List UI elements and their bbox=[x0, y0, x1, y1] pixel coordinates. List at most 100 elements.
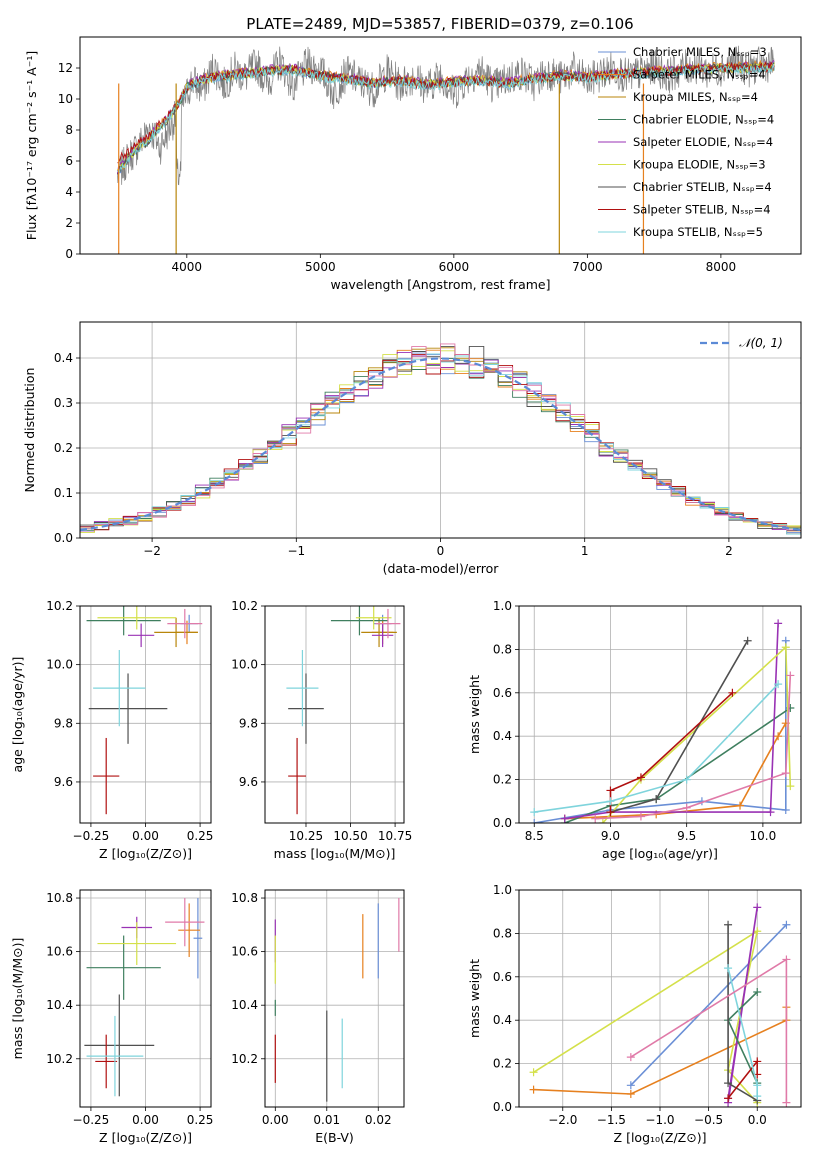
y-tick-label: 10.4 bbox=[46, 998, 73, 1012]
mass-weight-vs-metallicity-panel: −2.0 −1.5 −1.0 −0.5 0.0 0.0 0.2 0.4 0.6 0.8 1.0 Z [… bbox=[467, 883, 802, 1145]
y-tick-label: 10.8 bbox=[231, 891, 258, 905]
x-tick-label: 10.50 bbox=[333, 829, 367, 843]
x-axis-label: (data-model)/error bbox=[383, 561, 500, 576]
plot-area bbox=[80, 343, 801, 535]
x-tick-label: 2 bbox=[725, 544, 733, 558]
residual-histogram bbox=[80, 343, 801, 531]
mass-weight-marker bbox=[753, 903, 762, 912]
y-tick-label: 0.4 bbox=[54, 351, 73, 365]
x-tick-label: 0 bbox=[437, 544, 445, 558]
x-tick-label: −0.5 bbox=[694, 1113, 723, 1127]
mass-weight-marker bbox=[652, 795, 661, 804]
y-tick-label: 0.6 bbox=[493, 970, 512, 984]
legend-label: Chabrier STELIB, Nₛₛₚ=4 bbox=[633, 180, 772, 194]
mass-weight-marker bbox=[626, 1053, 635, 1062]
plot-frame bbox=[79, 36, 802, 255]
y-tick-label: 9.6 bbox=[239, 775, 258, 789]
y-tick-label: 0.2 bbox=[493, 773, 512, 787]
mass-weight-marker bbox=[530, 808, 539, 817]
mass-weight-marker bbox=[753, 1081, 762, 1090]
mass-weight-marker bbox=[774, 732, 783, 741]
mass-weight-line bbox=[610, 640, 749, 813]
y-tick-label: 4 bbox=[65, 185, 73, 199]
y-axis-label: mass weight bbox=[467, 675, 482, 754]
legend-label: 𝒩(0, 1) bbox=[739, 336, 783, 350]
y-tick-label: 10.0 bbox=[46, 658, 73, 672]
x-tick-label: 1 bbox=[581, 544, 589, 558]
x-tick-label: 7000 bbox=[572, 260, 603, 274]
x-tick-label: 6000 bbox=[439, 260, 470, 274]
spectrum-panel: 4000 5000 6000 7000 8000 0 2 4 6 8 10 12 wavelength … bbox=[24, 36, 802, 292]
plot-frame bbox=[264, 889, 405, 1108]
y-tick-label: 0.4 bbox=[493, 1013, 512, 1027]
y-tick-label: 8 bbox=[65, 123, 73, 137]
mass-weight-marker bbox=[782, 1098, 791, 1107]
mass-weight-line bbox=[630, 924, 787, 1086]
mass-weight-marker bbox=[782, 955, 791, 964]
x-tick-label: 10.75 bbox=[378, 829, 412, 843]
legend-label: Chabrier MILES, Nₛₛₚ=3 bbox=[633, 45, 767, 59]
y-tick-label: 2 bbox=[65, 216, 73, 230]
legend-label: Salpeter ELODIE, Nₛₛₚ=4 bbox=[633, 135, 773, 149]
x-tick-label: 0.25 bbox=[187, 829, 214, 843]
mass-vs-metallicity-panel: −0.25 0.00 0.25 10.2 10.4 10.6 10.8 Z [log₁₀(Z/… bbox=[10, 889, 214, 1145]
plot-area bbox=[529, 903, 791, 1107]
x-tick-label: 0.00 bbox=[262, 1113, 289, 1127]
mass-weight-marker bbox=[626, 1089, 635, 1098]
mass-weight-marker bbox=[724, 1079, 733, 1088]
y-tick-label: 9.8 bbox=[54, 716, 73, 730]
legend-label: Salpeter STELIB, Nₛₛₚ=4 bbox=[633, 203, 771, 217]
mass-weight-marker bbox=[560, 814, 569, 823]
y-tick-label: 1.0 bbox=[493, 599, 512, 613]
y-tick-label: 9.6 bbox=[54, 775, 73, 789]
x-axis-label: E(B-V) bbox=[315, 1130, 354, 1145]
mass-weight-marker bbox=[753, 1092, 762, 1101]
y-tick-label: 0.4 bbox=[493, 729, 512, 743]
x-axis-label: age [log₁₀(age/yr)] bbox=[602, 846, 718, 861]
x-axis-label: Z [log₁₀(Z/Z⊙)] bbox=[614, 1130, 707, 1145]
y-tick-label: 0.0 bbox=[54, 531, 73, 545]
mass-weight-line bbox=[564, 623, 779, 820]
mass-weight-marker bbox=[736, 801, 745, 810]
x-tick-label: 0.25 bbox=[187, 1113, 214, 1127]
mass-weight-marker bbox=[591, 814, 600, 823]
mass-weight-marker bbox=[530, 819, 539, 823]
legend-label: Kroupa ELODIE, Nₛₛₚ=3 bbox=[633, 158, 766, 172]
mass-weight-marker bbox=[743, 636, 752, 645]
mass-weight-marker bbox=[728, 688, 737, 697]
y-tick-label: 0.2 bbox=[54, 441, 73, 455]
mass-weight-marker bbox=[781, 643, 790, 652]
x-tick-label: −1.0 bbox=[645, 1113, 674, 1127]
plot-area bbox=[286, 606, 401, 815]
plot-area bbox=[274, 898, 400, 1102]
x-axis-label: Z [log₁₀(Z/Z⊙)] bbox=[99, 1130, 192, 1145]
mass-weight-marker bbox=[606, 797, 615, 806]
legend-label: Kroupa STELIB, Nₛₛₚ=5 bbox=[633, 225, 763, 239]
normal-distribution-curve bbox=[80, 357, 801, 532]
mass-weight-marker bbox=[682, 775, 691, 784]
y-tick-label: 10.2 bbox=[46, 1052, 73, 1066]
plot-frame bbox=[518, 605, 802, 824]
y-tick-label: 1.0 bbox=[493, 883, 512, 897]
mass-weight-marker bbox=[529, 1068, 538, 1077]
mass-weight-marker bbox=[782, 920, 791, 929]
y-tick-label: 0 bbox=[65, 247, 73, 261]
mass-weight-vs-age-panel: 8.5 9.0 9.5 10.0 0.0 0.2 0.4 0.6 0.8 1.0 age [log₁… bbox=[467, 599, 802, 861]
x-tick-label: −1.5 bbox=[597, 1113, 626, 1127]
x-tick-label: −2.0 bbox=[548, 1113, 577, 1127]
y-tick-label: 10 bbox=[58, 92, 73, 106]
mass-weight-marker bbox=[781, 805, 790, 814]
x-tick-label: 0.00 bbox=[132, 1113, 159, 1127]
y-axis-label: Normed distribution bbox=[22, 368, 37, 493]
y-axis-label: age [log₁₀(age/yr)] bbox=[10, 657, 25, 773]
y-tick-label: 6 bbox=[65, 154, 73, 168]
mass-weight-line bbox=[602, 645, 792, 823]
y-tick-label: 10.8 bbox=[46, 891, 73, 905]
x-tick-label: 9.0 bbox=[601, 829, 620, 843]
plot-frame bbox=[264, 605, 405, 824]
mass-weight-marker bbox=[724, 964, 733, 973]
x-axis-label: wavelength [Angstrom, rest frame] bbox=[330, 277, 550, 292]
x-tick-label: −0.25 bbox=[73, 829, 110, 843]
mass-weight-marker bbox=[753, 927, 762, 936]
x-tick-label: 5000 bbox=[305, 260, 336, 274]
